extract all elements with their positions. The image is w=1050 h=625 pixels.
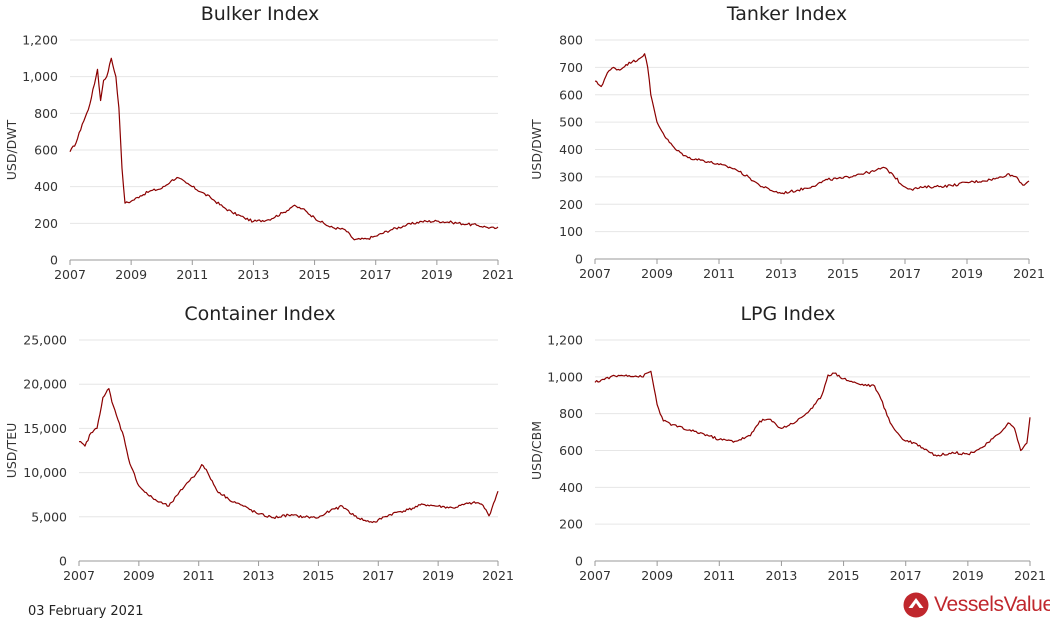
brand-logo: VesselsValue	[903, 592, 1050, 618]
y-axis-label: USD/DWT	[529, 119, 544, 180]
x-tick-label: 2019	[421, 267, 453, 282]
y-tick-label: 800	[559, 406, 583, 421]
y-tick-label: 0	[575, 252, 583, 267]
y-tick-label: 0	[50, 253, 58, 268]
y-tick-label: 1,000	[22, 69, 58, 84]
y-tick-label: 400	[559, 142, 583, 157]
x-tick-label: 2017	[890, 568, 922, 583]
y-tick-label: 500	[559, 115, 583, 130]
x-tick-label: 2019	[951, 266, 983, 281]
x-tick-label: 2017	[362, 568, 394, 583]
tanker-index-chart: Tanker Index 0 100 200 300 400 500 600 700 800 200…	[525, 0, 1050, 300]
y-axis-label: USD/DWT	[4, 119, 19, 180]
x-tick-label: 2011	[183, 568, 215, 583]
chart-svg: Container Index 0 5,000 10,000 15,000 20,000 2…	[4, 303, 514, 583]
chart-title: Tanker Index	[726, 3, 847, 25]
x-tick-label: 2019	[422, 568, 454, 583]
y-tick-label: 400	[559, 480, 583, 495]
x-tick-label: 2007	[579, 568, 611, 583]
y-tick-label: 0	[575, 554, 583, 569]
report-date: 03 February 2021	[28, 604, 144, 619]
x-tick-label: 2015	[303, 568, 335, 583]
x-tick-label: 2007	[63, 568, 95, 583]
x-tick-label: 2007	[54, 267, 86, 282]
y-tick-label: 300	[559, 169, 583, 184]
y-tick-label: 700	[559, 60, 583, 75]
y-tick-label: 0	[59, 554, 67, 569]
x-tick-label: 2009	[641, 266, 673, 281]
x-tick-label: 2009	[115, 267, 147, 282]
chart-title: Container Index	[184, 303, 335, 325]
x-tick-label: 2021	[1014, 568, 1046, 583]
series-line	[78, 388, 499, 524]
chart-svg: Bulker Index 0 200 400 600 800 1,000 1,200 2007 2…	[4, 3, 514, 282]
y-tick-label: 600	[34, 143, 58, 158]
chart-title: Bulker Index	[201, 3, 320, 25]
series-line	[594, 370, 1031, 457]
y-tick-label: 25,000	[23, 333, 67, 348]
x-tick-label: 2009	[641, 568, 673, 583]
y-tick-label: 800	[34, 106, 58, 121]
y-tick-label: 800	[559, 33, 583, 48]
x-tick-label: 2011	[703, 266, 735, 281]
y-tick-label: 15,000	[23, 421, 67, 436]
y-tick-label: 1,200	[547, 333, 583, 348]
x-tick-label: 2017	[889, 266, 921, 281]
y-tick-label: 600	[559, 87, 583, 102]
y-tick-label: 5,000	[31, 509, 67, 524]
chart-svg: LPG Index 0 200 400 600 800 1,000 1,200 2007 2009…	[529, 303, 1046, 583]
y-axis-label: USD/CBM	[529, 421, 544, 480]
y-tick-label: 400	[34, 179, 58, 194]
brand-name: VesselsValue	[934, 593, 1050, 616]
y-tick-label: 20,000	[23, 377, 67, 392]
y-tick-label: 600	[559, 443, 583, 458]
x-tick-label: 2021	[1013, 266, 1045, 281]
x-tick-label: 2017	[360, 267, 392, 282]
series-line	[69, 57, 499, 241]
y-tick-label: 200	[559, 517, 583, 532]
x-tick-label: 2021	[482, 568, 514, 583]
y-axis-label: USD/TEU	[4, 423, 19, 479]
x-tick-label: 2011	[176, 267, 208, 282]
chart-svg: Tanker Index 0 100 200 300 400 500 600 700 800 200…	[529, 3, 1045, 281]
y-tick-label: 1,000	[547, 369, 583, 384]
y-tick-label: 1,200	[22, 33, 58, 48]
x-tick-label: 2021	[482, 267, 514, 282]
x-tick-label: 2011	[703, 568, 735, 583]
x-tick-label: 2019	[952, 568, 984, 583]
x-tick-label: 2009	[123, 568, 155, 583]
vesselsvalue-logo-icon	[903, 592, 929, 618]
x-tick-label: 2015	[299, 267, 331, 282]
x-tick-label: 2013	[765, 266, 797, 281]
y-tick-label: 200	[559, 197, 583, 212]
x-tick-label: 2015	[827, 266, 859, 281]
y-tick-label: 10,000	[23, 465, 67, 480]
x-tick-label: 2013	[238, 267, 270, 282]
x-tick-label: 2015	[828, 568, 860, 583]
y-tick-label: 200	[34, 216, 58, 231]
series-line	[594, 53, 1030, 195]
lpg-index-chart: LPG Index 0 200 400 600 800 1,000 1,200 2007 2009…	[525, 300, 1050, 600]
x-tick-label: 2007	[579, 266, 611, 281]
container-index-chart: Container Index 0 5,000 10,000 15,000 20,000 2…	[0, 300, 525, 600]
y-tick-label: 100	[559, 224, 583, 239]
bulker-index-chart: Bulker Index 0 200 400 600 800 1,000 1,200 2007 2…	[0, 0, 525, 300]
x-tick-label: 2013	[243, 568, 275, 583]
chart-title: LPG Index	[740, 303, 835, 325]
x-tick-label: 2013	[766, 568, 798, 583]
